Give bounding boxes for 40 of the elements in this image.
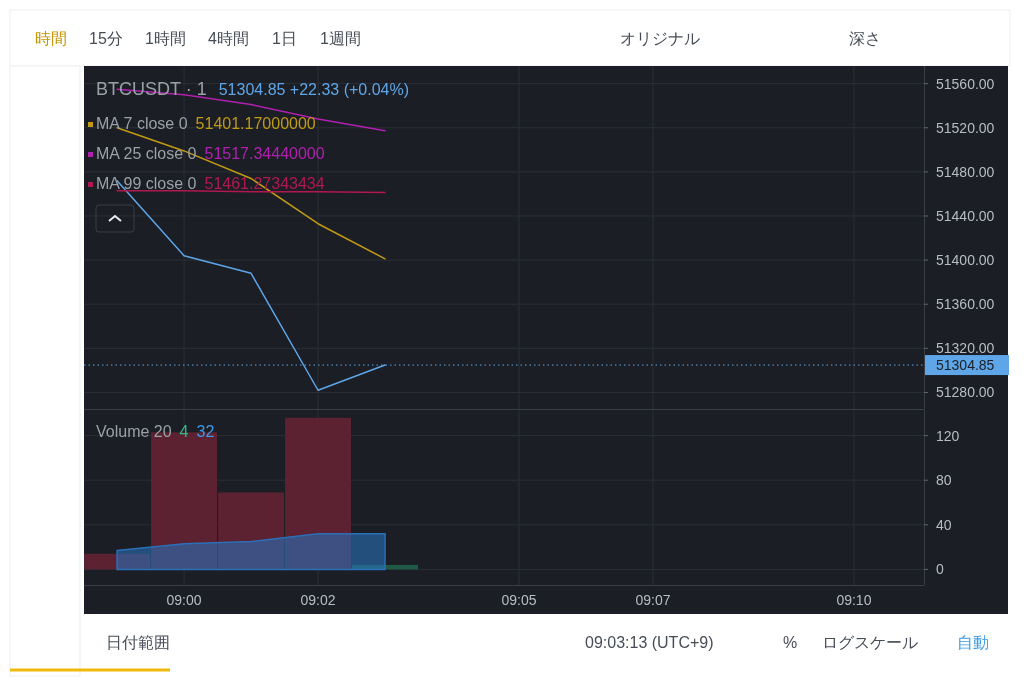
bar [352,564,419,570]
annotation: 51401.17000000 [195,115,316,132]
y-tick-label: 0 [936,561,944,578]
text: 1時間 [145,30,186,47]
x-tick-label: 09:10 [836,592,872,608]
text: 自動 [957,634,989,651]
legend-label: MA 7 close 0 [96,115,188,132]
annotation: 4 [179,423,189,440]
y-tick-label: 51480.00 [936,163,995,180]
y-tick-label: 51560.00 [936,75,995,92]
text: 15分 [89,30,123,47]
ref-line-label: 51304.85 [936,357,995,374]
y-tick-label: 80 [936,472,952,489]
text: 4時間 [208,30,249,47]
x-tick-label: 09:05 [501,592,537,608]
annotation: 51517.34440000 [204,145,325,162]
text: Volume 20 [96,423,172,440]
y-tick-label: 51520.00 [936,119,995,136]
text: オリジナル [620,30,700,47]
annotation: 32 [196,423,215,440]
x-tick-label: 09:02 [300,592,336,608]
text: % [783,634,798,651]
y-tick-label: 51280.00 [936,384,995,401]
legend-label: MA 99 close 0 [96,175,197,192]
text: 日付範囲 [106,634,170,651]
y-tick-label: 51440.00 [936,207,995,224]
y-tick-label: 51360.00 [936,296,995,313]
y-tick-label: 51320.00 [936,340,995,357]
text: 51304.85 +22.33 (+0.04%) [218,81,410,98]
text: ログスケール [822,634,918,651]
y-tick-label: 40 [936,516,952,533]
text: 09:03:13 (UTC+9) [585,634,714,651]
text: 時間 [35,30,67,47]
text: 1日 [272,30,297,47]
y-tick-label: 51400.00 [936,252,995,269]
text: 深さ [849,30,881,47]
x-tick-label: 09:07 [635,592,671,608]
x-tick-label: 09:00 [166,592,202,608]
text: 1週間 [320,30,361,47]
y-tick-label: 120 [936,427,960,444]
